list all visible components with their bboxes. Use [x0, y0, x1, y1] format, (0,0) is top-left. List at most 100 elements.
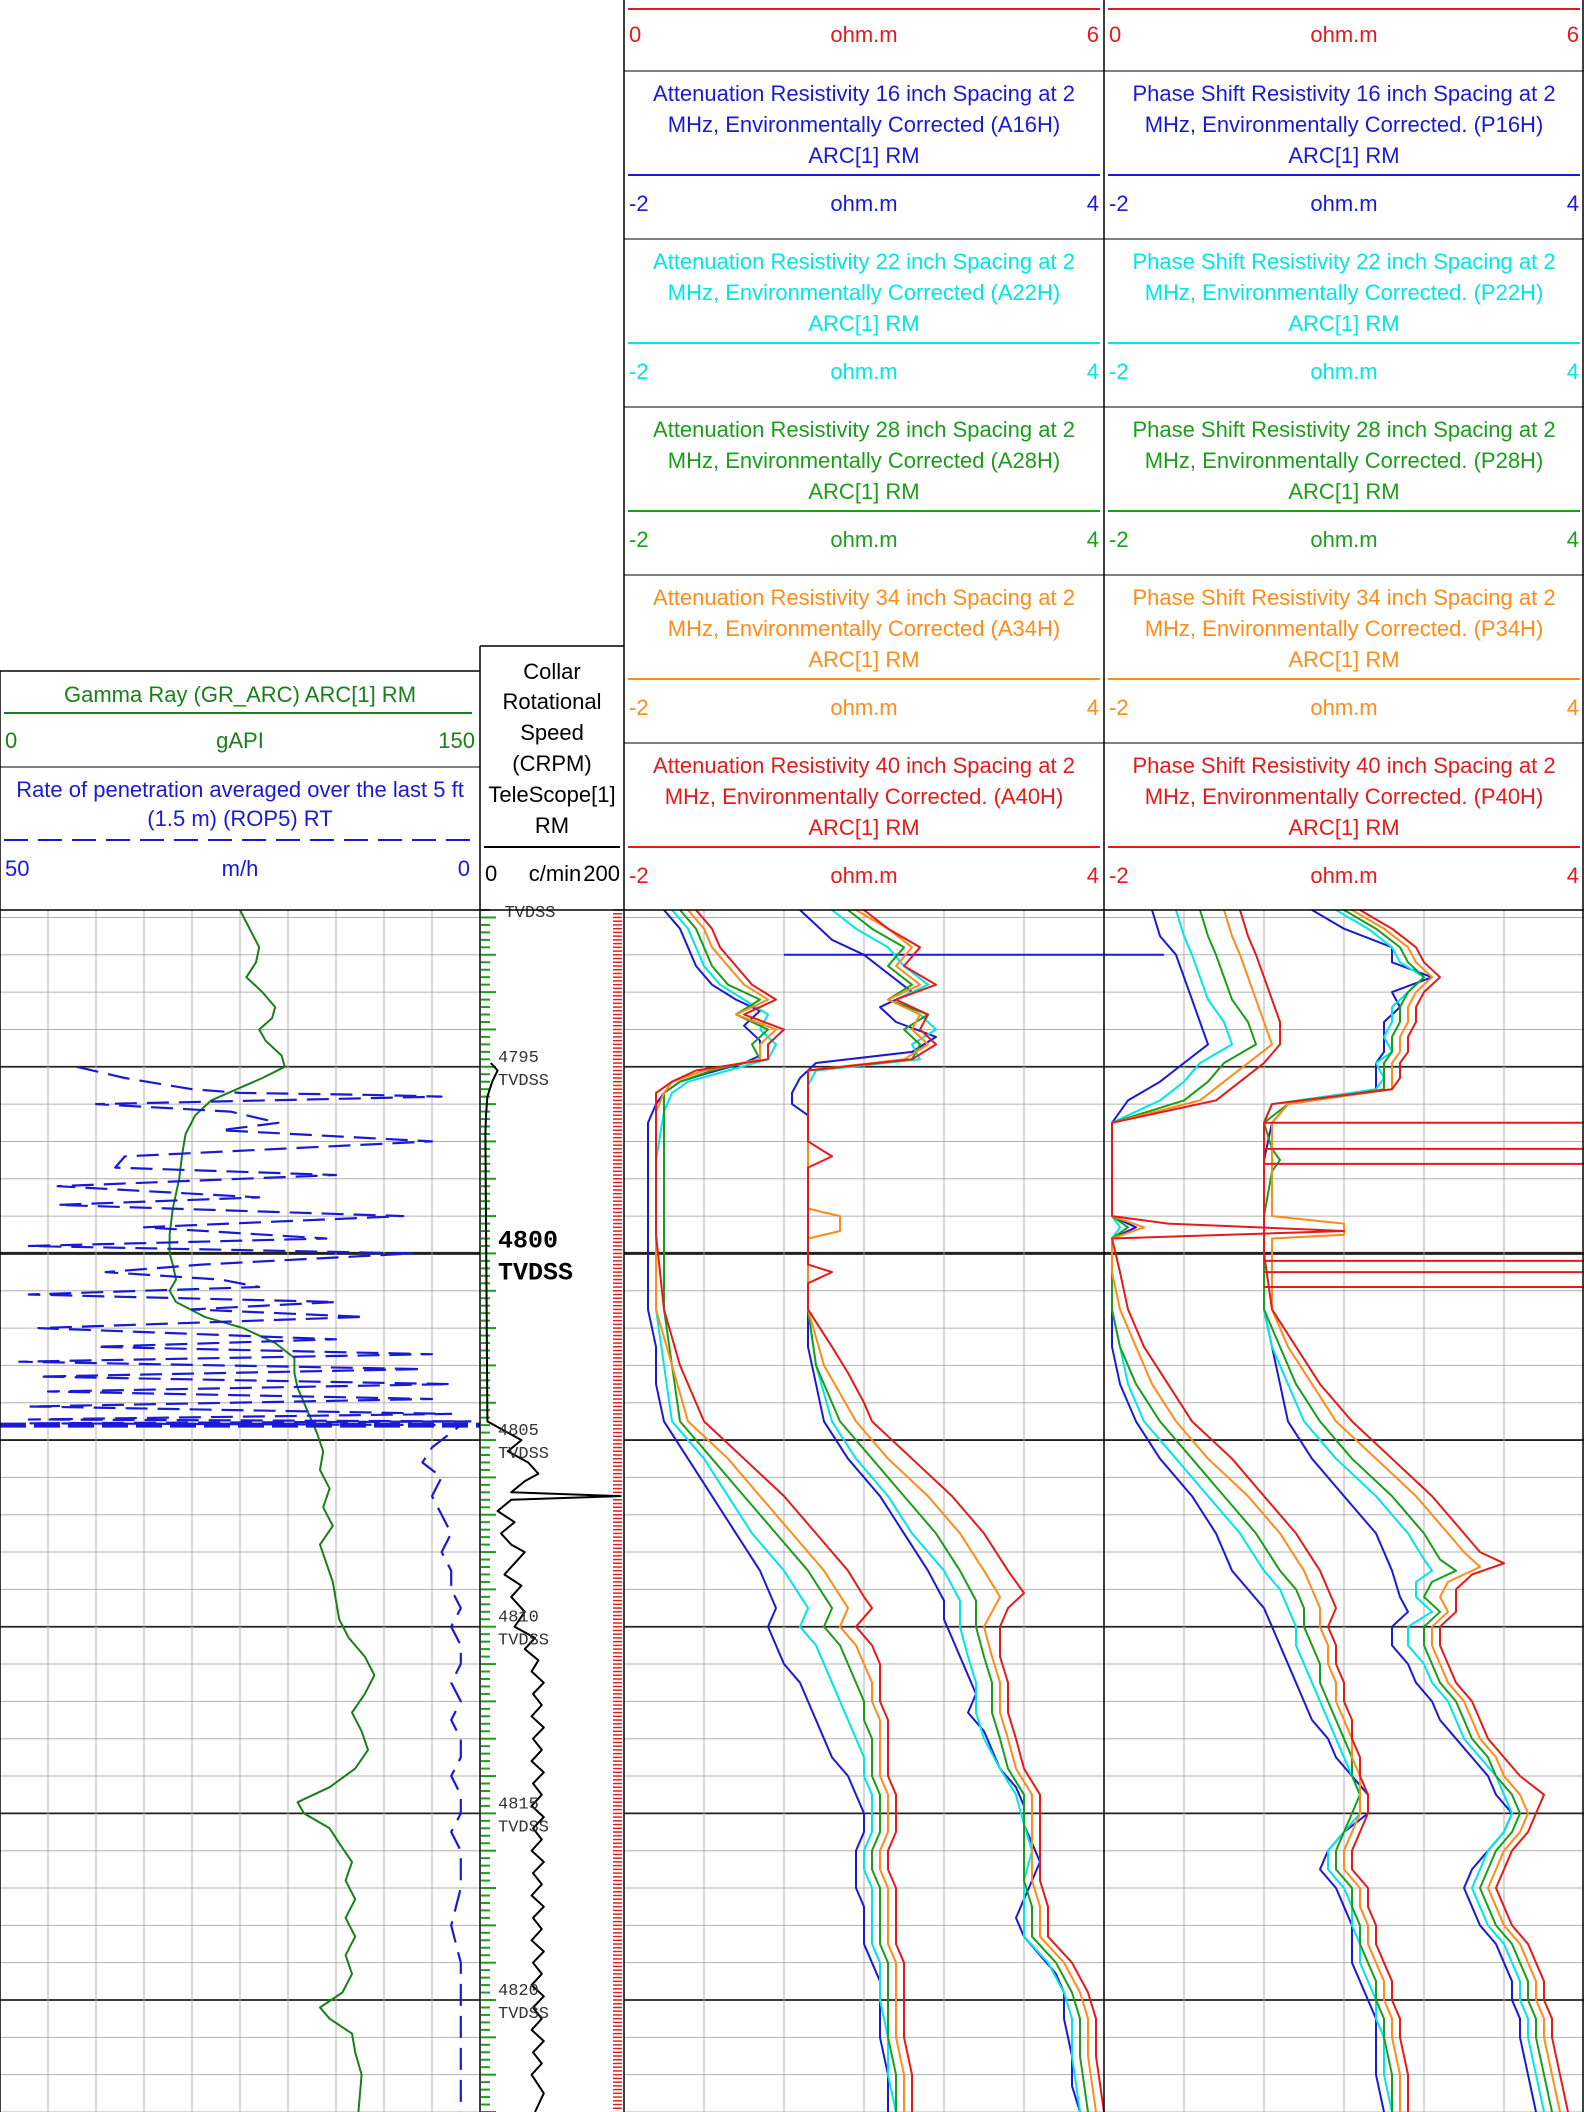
phase-curve-title-1: Phase Shift Resistivity 22 inch Spacing …: [1132, 249, 1555, 274]
attenuation-curve-scale-min: -2: [629, 359, 649, 384]
phase-curve-scale-unit: ohm.m: [1310, 695, 1377, 720]
attenuation-curve-deep: [791, 909, 1081, 2112]
phase-curve-scale-min: -2: [1109, 359, 1129, 384]
attenuation-curve-title-1: Attenuation Resistivity 22 inch Spacing …: [653, 249, 1075, 274]
phase-curve-shallow: [1111, 909, 1393, 2112]
phase-curve-scale-unit: ohm.m: [1310, 863, 1377, 888]
attenuation-curve-scale-unit: ohm.m: [830, 695, 897, 720]
gamma-ray-curve: [168, 909, 376, 2112]
phase-curve-scale-unit: ohm.m: [1310, 359, 1377, 384]
attenuation-top-scale-min: 0: [629, 22, 641, 47]
attenuation-curve-shallow: [655, 909, 897, 2112]
crpm-curve: [484, 1062, 621, 2112]
rop-scale-max: 0: [458, 856, 470, 881]
rop-title-line2: (1.5 m) (ROP5) RT: [147, 806, 332, 831]
attenuation-curve-scale-max: 4: [1087, 191, 1099, 216]
attenuation-curve-title-3: ARC[1] RM: [808, 479, 919, 504]
phase-curve-scale-min: -2: [1109, 863, 1129, 888]
attenuation-curve-title-2: MHz, Environmentally Corrected (A16H): [668, 112, 1060, 137]
attenuation-curve-scale-unit: ohm.m: [830, 527, 897, 552]
attenuation-curve-shallow: [655, 909, 905, 2112]
phase-curve-scale-max: 4: [1567, 695, 1579, 720]
attenuation-curve-title-2: MHz, Environmentally Corrected (A22H): [668, 280, 1060, 305]
phase-curve-shallow: [1111, 909, 1409, 2112]
crpm-scale-max: 200: [583, 861, 620, 886]
attenuation-curve-shallow: [655, 909, 913, 2112]
crpm-scale-min: 0: [485, 861, 497, 886]
attenuation-curve-title-3: ARC[1] RM: [808, 143, 919, 168]
depth-label-unit: TVDSS: [498, 1818, 549, 1837]
phase-curve-title-1: Phase Shift Resistivity 28 inch Spacing …: [1132, 417, 1555, 442]
crpm-title-line: Rotational: [502, 689, 601, 714]
attenuation-curve-deep: [807, 909, 1097, 2112]
crpm-title-line: Speed: [520, 720, 584, 745]
attenuation-curve-title-1: Attenuation Resistivity 34 inch Spacing …: [653, 585, 1075, 610]
phase-top-scale-max: 6: [1567, 22, 1579, 47]
attenuation-curve-shallow: [647, 909, 889, 2112]
depth-label-value: 4805: [498, 1422, 539, 1441]
phase-curve-title-2: MHz, Environmentally Corrected. (P22H): [1145, 280, 1544, 305]
phase-curve-title-3: ARC[1] RM: [1288, 311, 1399, 336]
gr-scale-unit: gAPI: [216, 728, 264, 753]
phase-curve-title-1: Phase Shift Resistivity 34 inch Spacing …: [1132, 585, 1555, 610]
rop5-curve: [18, 1065, 472, 2112]
attenuation-curve-scale-min: -2: [629, 527, 649, 552]
attenuation-curve-scale-max: 4: [1087, 695, 1099, 720]
attenuation-curve-title-2: MHz, Environmentally Corrected. (A40H): [665, 784, 1064, 809]
gr-scale-min: 0: [5, 728, 17, 753]
depth-label-value: 4795: [498, 1049, 539, 1068]
attenuation-curve-title-3: ARC[1] RM: [808, 647, 919, 672]
gr-title: Gamma Ray (GR_ARC) ARC[1] RM: [64, 682, 416, 707]
rop-scale-unit: m/h: [222, 856, 259, 881]
attenuation-top-scale-max: 6: [1087, 22, 1099, 47]
phase-curve-scale-min: -2: [1109, 191, 1129, 216]
phase-curve-scale-min: -2: [1109, 527, 1129, 552]
attenuation-curve-deep: [807, 909, 1081, 2112]
rop-title-line1: Rate of penetration averaged over the la…: [16, 777, 464, 802]
depth-label-unit: TVDSS: [498, 1632, 549, 1651]
crpm-scale-unit: c/min: [529, 861, 582, 886]
phase-curve-deep: [1271, 909, 1561, 2112]
track-grid: [0, 909, 1584, 2112]
depth-label-value: 4820: [498, 1982, 539, 2001]
phase-curve-title-2: MHz, Environmentally Corrected. (P28H): [1145, 448, 1544, 473]
phase-curve-scale-max: 4: [1567, 527, 1579, 552]
phase-curve-scale-max: 4: [1567, 191, 1579, 216]
phase-curve-title-3: ARC[1] RM: [1288, 647, 1399, 672]
attenuation-curve-title-3: ARC[1] RM: [808, 815, 919, 840]
phase-curve-title-2: MHz, Environmentally Corrected. (P34H): [1145, 616, 1544, 641]
phase-curve-title-2: MHz, Environmentally Corrected. (P16H): [1145, 112, 1544, 137]
track-headers: Gamma Ray (GR_ARC) ARC[1] RM 0 gAPI 150 Rate…: [0, 8, 1584, 888]
attenuation-curve-scale-max: 4: [1087, 527, 1099, 552]
attenuation-curve-scale-max: 4: [1087, 863, 1099, 888]
attenuation-curve-scale-min: -2: [629, 191, 649, 216]
depth-label-unit: TVDSS: [498, 1445, 549, 1464]
attenuation-curve-title-2: MHz, Environmentally Corrected (A28H): [668, 448, 1060, 473]
phase-curve-shallow: [1111, 909, 1401, 2112]
phase-curve-deep: [1263, 909, 1569, 2112]
attenuation-curve-shallow: [663, 909, 897, 2112]
attenuation-curve-scale-unit: ohm.m: [830, 191, 897, 216]
depth-labels: TVDSS 4795 TVDSS 4800 TVDSS 4805 TVDSS 4810 TVDS…: [498, 904, 573, 2024]
phase-curve-deep: [1263, 909, 1537, 2112]
phase-top-scale-min: 0: [1109, 22, 1121, 47]
depth-label-top: TVDSS: [504, 904, 555, 923]
phase-curve-scale-min: -2: [1109, 695, 1129, 720]
crpm-title-line: Collar: [523, 659, 580, 684]
attenuation-curve-scale-unit: ohm.m: [830, 359, 897, 384]
depth-label-value: 4800: [498, 1226, 558, 1255]
phase-curve-title-1: Phase Shift Resistivity 16 inch Spacing …: [1132, 81, 1555, 106]
phase-curve-scale-unit: ohm.m: [1310, 527, 1377, 552]
attenuation-curve-title-1: Attenuation Resistivity 40 inch Spacing …: [653, 753, 1075, 778]
depth-label-value: 4810: [498, 1609, 539, 1628]
depth-label-unit: TVDSS: [498, 1258, 573, 1287]
attenuation-curve-scale-min: -2: [629, 863, 649, 888]
attenuation-curve-title-1: Attenuation Resistivity 28 inch Spacing …: [653, 417, 1075, 442]
attenuation-curve-title-1: Attenuation Resistivity 16 inch Spacing …: [653, 81, 1075, 106]
depth-label-value: 4815: [498, 1795, 539, 1814]
phase-curve-title-1: Phase Shift Resistivity 40 inch Spacing …: [1132, 753, 1555, 778]
phase-curve-title-3: ARC[1] RM: [1288, 479, 1399, 504]
rop-scale-min: 50: [5, 856, 29, 881]
attenuation-curve-scale-max: 4: [1087, 359, 1099, 384]
